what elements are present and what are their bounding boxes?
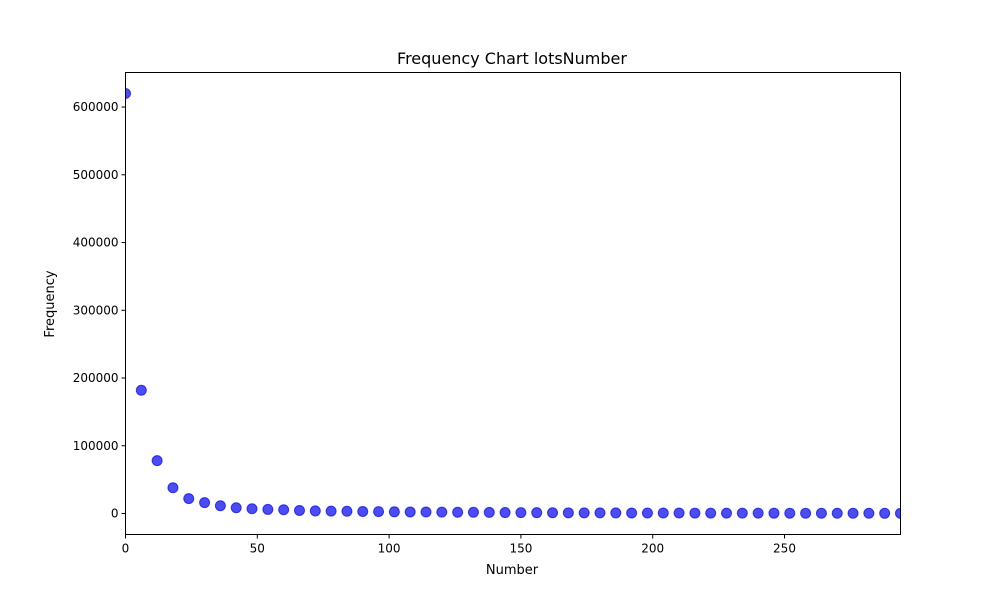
- data-point: [689, 507, 701, 519]
- x-tick-label: 150: [509, 542, 532, 556]
- data-point: [815, 507, 827, 519]
- x-tick-label: 0: [122, 542, 130, 556]
- data-point: [626, 507, 638, 519]
- data-point: [831, 507, 843, 519]
- data-point: [309, 505, 321, 517]
- data-point: [230, 502, 242, 514]
- data-point: [483, 506, 495, 518]
- x-tick-label: 100: [378, 542, 401, 556]
- data-point: [863, 507, 875, 519]
- y-tick-label: 0: [111, 507, 119, 521]
- data-point: [135, 384, 147, 396]
- data-point: [214, 500, 226, 512]
- data-point: [499, 507, 511, 519]
- y-tick-label: 200000: [73, 371, 119, 385]
- plot-frame: [125, 72, 901, 535]
- y-tick-label: 400000: [73, 236, 119, 250]
- data-point: [547, 507, 559, 519]
- data-point: [515, 507, 527, 519]
- data-point: [800, 507, 812, 519]
- data-point: [167, 482, 179, 494]
- x-tick-label: 250: [773, 542, 796, 556]
- data-point: [531, 507, 543, 519]
- data-point: [341, 505, 353, 517]
- y-tick-label: 300000: [73, 303, 119, 317]
- y-axis-label: Frequency: [43, 270, 58, 337]
- x-axis-label: Number: [486, 563, 539, 578]
- x-axis-ticks: 0 50 100 150 200 250: [122, 534, 796, 556]
- data-point: [452, 506, 464, 518]
- data-point: [151, 455, 163, 467]
- data-point: [246, 503, 258, 515]
- y-axis-ticks: 0 100000 200000 300000 400000 500000 600000: [73, 100, 126, 521]
- data-point: [578, 507, 590, 519]
- data-points: [125, 88, 901, 519]
- data-point: [721, 507, 733, 519]
- data-point: [657, 507, 669, 519]
- data-point: [594, 507, 606, 519]
- data-point: [199, 497, 211, 509]
- data-point: [879, 507, 891, 519]
- data-point: [262, 503, 274, 515]
- data-point: [404, 506, 416, 518]
- data-point: [847, 507, 859, 519]
- data-point: [436, 506, 448, 518]
- chart-title: Frequency Chart lotsNumber: [397, 49, 627, 68]
- data-point: [420, 506, 432, 518]
- data-point: [373, 506, 385, 518]
- data-point: [736, 507, 748, 519]
- data-point: [562, 507, 574, 519]
- data-point: [768, 507, 780, 519]
- y-tick-label: 600000: [73, 100, 119, 114]
- data-point: [357, 505, 369, 517]
- y-tick-label: 100000: [73, 439, 119, 453]
- data-point: [388, 506, 400, 518]
- y-tick-label: 500000: [73, 168, 119, 182]
- x-tick-label: 200: [641, 542, 664, 556]
- data-point: [125, 88, 131, 99]
- data-point: [673, 507, 685, 519]
- data-point: [278, 504, 290, 516]
- data-point: [641, 507, 653, 519]
- data-point: [752, 507, 764, 519]
- data-point: [467, 506, 479, 518]
- data-point: [705, 507, 717, 519]
- data-point: [895, 507, 901, 519]
- data-point: [610, 507, 622, 519]
- data-point: [784, 507, 796, 519]
- data-point: [293, 504, 305, 516]
- x-tick-label: 50: [250, 542, 265, 556]
- data-point: [183, 493, 195, 505]
- data-point: [325, 505, 337, 517]
